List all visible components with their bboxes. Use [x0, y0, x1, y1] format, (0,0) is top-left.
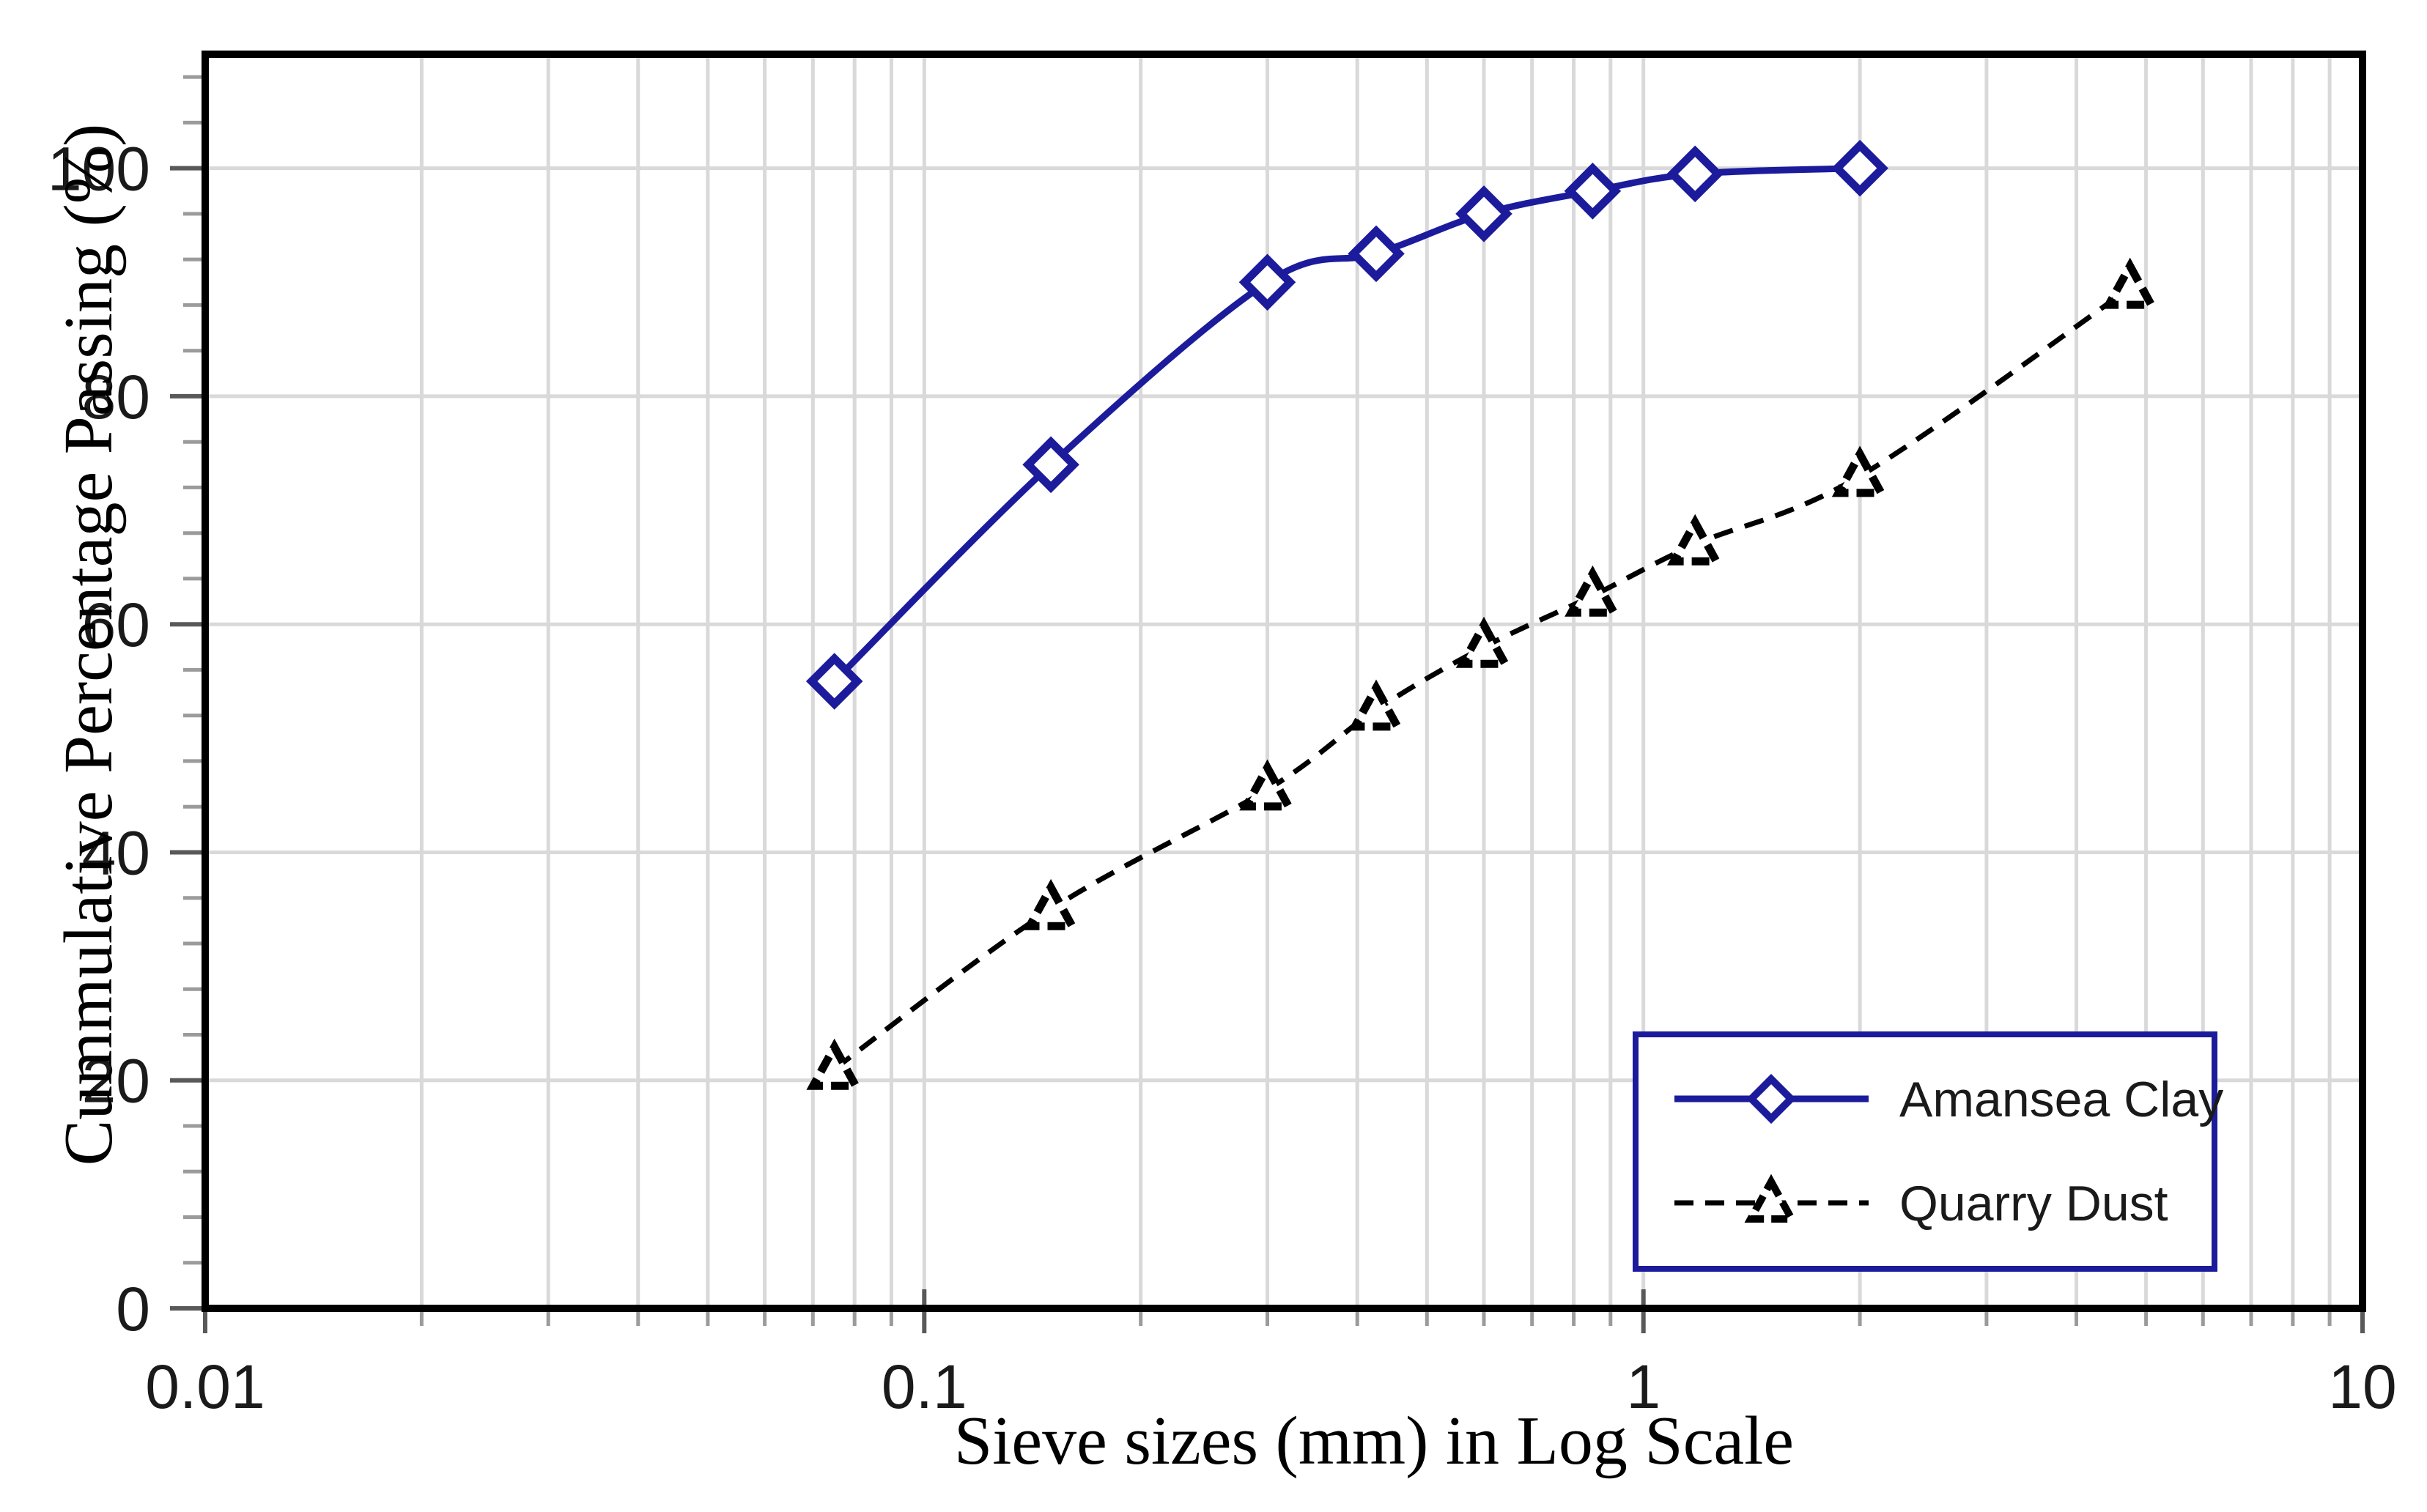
amansea-clay-marker [1564, 163, 1622, 220]
quarry-dust-marker [1565, 565, 1621, 617]
y-axis-title: Cummulative Percentage Passing (%) [51, 124, 127, 1166]
x-tick-label: 1 [1626, 1352, 1661, 1421]
quarry-dust-marker [806, 1038, 862, 1090]
amansea-clay-marker [1022, 436, 1079, 494]
x-tick-labels: 0.01 0.1 1 10 [145, 1352, 2396, 1421]
amansea-clay-marker [1666, 145, 1724, 203]
y-tick-label: 60 [82, 590, 150, 659]
y-tick-label: 20 [82, 1047, 150, 1116]
amansea-clay-markers [805, 139, 1888, 710]
quarry-dust-marker [1831, 445, 1888, 497]
quarry-dust-marker [1022, 878, 1079, 930]
amansea-clay-marker [1831, 139, 1888, 197]
amansea-clay-line [832, 165, 1861, 684]
legend-swatch-diamond-icon [1746, 1073, 1797, 1124]
x-tick-label: 10 [2328, 1352, 2396, 1421]
y-tick-labels: 0 20 40 60 80 100 [48, 135, 150, 1344]
legend-box [1633, 1031, 2217, 1272]
legend-label-amansea-clay: Amansea Clay [1899, 1072, 2223, 1127]
y-tick-label: 0 [116, 1275, 150, 1344]
quarry-dust-marker [1666, 514, 1724, 566]
legend-label-quarry-dust: Quarry Dust [1899, 1176, 2168, 1231]
amansea-clay-marker [1455, 185, 1512, 242]
x-axis-title: Sieve sizes (mm) in Log Scale [954, 1403, 1794, 1479]
quarry-dust-marker [1455, 616, 1512, 668]
x-tick-label: 0.01 [145, 1352, 265, 1421]
quarry-dust-marker [1239, 759, 1296, 811]
horizontal-gridlines [205, 166, 2363, 1083]
amansea-clay-marker [1348, 225, 1405, 283]
plot-border [202, 51, 2366, 1312]
y-tick-label: 100 [48, 135, 150, 204]
x-tick-label: 0.1 [882, 1352, 967, 1421]
amansea-clay-marker [1238, 253, 1296, 311]
quarry-dust-marker [1348, 679, 1405, 731]
y-tick-label: 80 [82, 363, 150, 431]
y-tick-label: 40 [82, 819, 150, 888]
legend-swatch-triangle-icon [1744, 1174, 1798, 1223]
quarry-dust-marker [2102, 257, 2158, 309]
quarry-dust-markers [806, 257, 2158, 1090]
legend: Amansea Clay Quarry Dust [1633, 1031, 2223, 1272]
amansea-clay-marker [805, 653, 863, 710]
